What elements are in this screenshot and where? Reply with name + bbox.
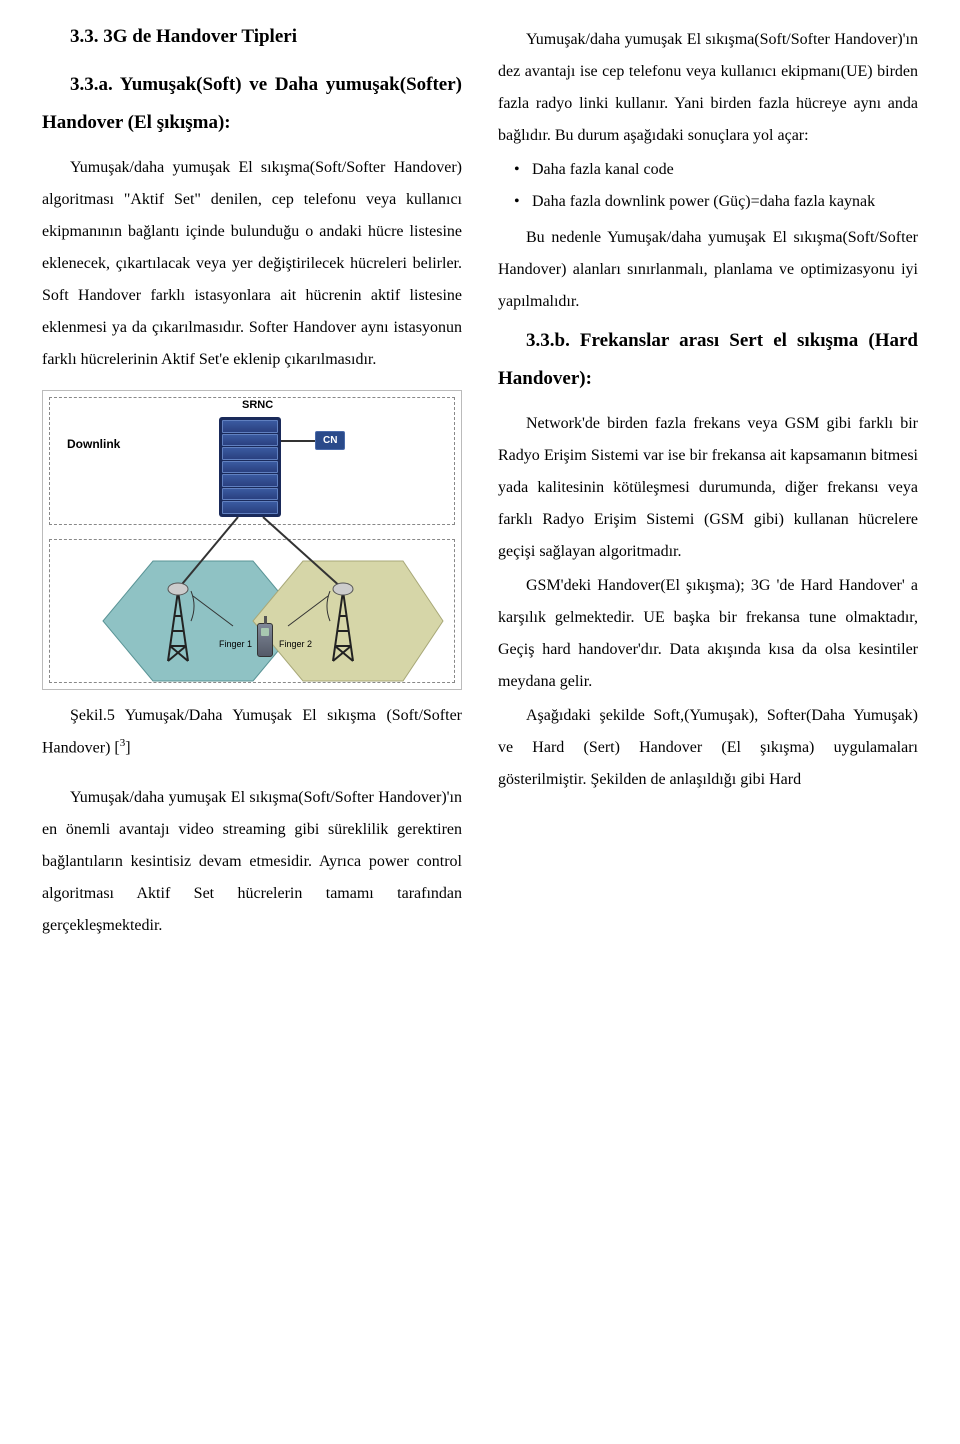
right-paragraph-5: Aşağıdaki şekilde Soft,(Yumuşak), Softer… bbox=[498, 700, 918, 796]
right-paragraph-2: Bu nedenle Yumuşak/daha yumuşak El sıkış… bbox=[498, 222, 918, 318]
figure-5-caption: Şekil.5 Yumuşak/Daha Yumuşak El sıkışma … bbox=[42, 700, 462, 764]
subsection-a-heading: 3.3.a. Yumuşak(Soft) ve Daha yumuşak(Sof… bbox=[42, 66, 462, 142]
srnc-label: SRNC bbox=[239, 399, 276, 411]
phone-icon bbox=[257, 623, 273, 657]
srnc-rack-icon bbox=[219, 417, 281, 517]
cn-box: CN bbox=[315, 431, 345, 450]
right-paragraph-1: Yumuşak/daha yumuşak El sıkışma(Soft/Sof… bbox=[498, 24, 918, 152]
left-column: 3.3. 3G de Handover Tipleri 3.3.a. Yumuş… bbox=[42, 24, 462, 944]
figure-caption-text-post: ] bbox=[125, 739, 130, 756]
finger2-label: Finger 2 bbox=[279, 639, 312, 649]
disadvantage-list: Daha fazla kanal code Daha fazla downlin… bbox=[498, 154, 918, 218]
finger1-label: Finger 1 bbox=[219, 639, 252, 649]
list-item: Daha fazla downlink power (Güç)=daha faz… bbox=[532, 186, 918, 218]
subsection-b-heading: 3.3.b. Frekanslar arası Sert el sıkışma … bbox=[498, 322, 918, 398]
figure-bottom-dashbox bbox=[49, 539, 455, 683]
section-heading: 3.3. 3G de Handover Tipleri bbox=[42, 26, 462, 48]
figure-caption-text-pre: Şekil.5 Yumuşak/Daha Yumuşak El sıkışma … bbox=[42, 707, 462, 756]
left-paragraph-1: Yumuşak/daha yumuşak El sıkışma(Soft/Sof… bbox=[42, 152, 462, 376]
left-paragraph-2: Yumuşak/daha yumuşak El sıkışma(Soft/Sof… bbox=[42, 782, 462, 942]
two-column-layout: 3.3. 3G de Handover Tipleri 3.3.a. Yumuş… bbox=[42, 24, 918, 944]
right-paragraph-4: GSM'deki Handover(El şıkışma); 3G 'de Ha… bbox=[498, 570, 918, 698]
list-item: Daha fazla kanal code bbox=[532, 154, 918, 186]
right-column: Yumuşak/daha yumuşak El sıkışma(Soft/Sof… bbox=[498, 24, 918, 944]
right-paragraph-3: Network'de birden fazla frekans veya GSM… bbox=[498, 408, 918, 568]
figure-5-container: SRNC Downlink CN bbox=[42, 390, 462, 764]
figure-5-softhandover: SRNC Downlink CN bbox=[42, 390, 462, 690]
downlink-label: Downlink bbox=[67, 437, 120, 451]
